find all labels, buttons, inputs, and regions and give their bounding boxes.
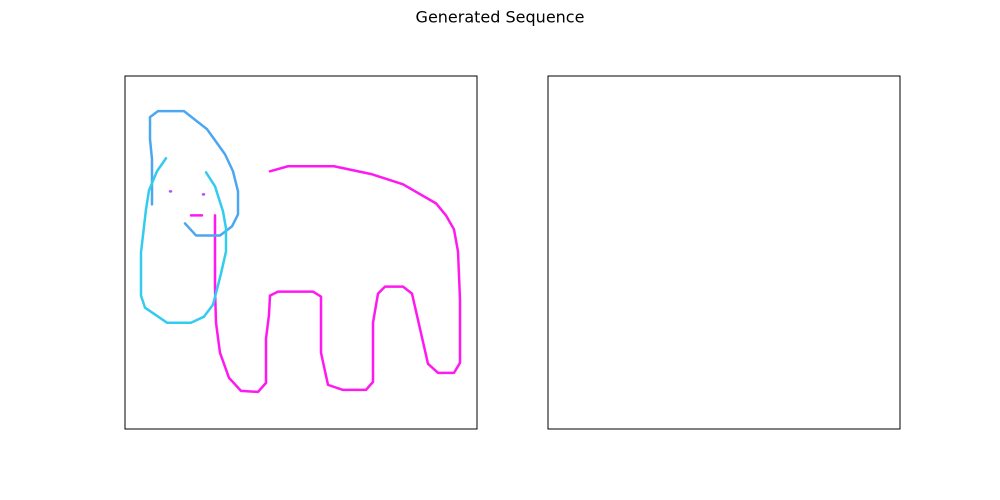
axes-frame: [124, 75, 478, 430]
stroke: [148, 109, 240, 237]
axes-frame: [547, 75, 901, 430]
figure-title: Generated Sequence: [416, 8, 585, 27]
stroke: [139, 156, 228, 324]
stroke: [213, 165, 462, 394]
